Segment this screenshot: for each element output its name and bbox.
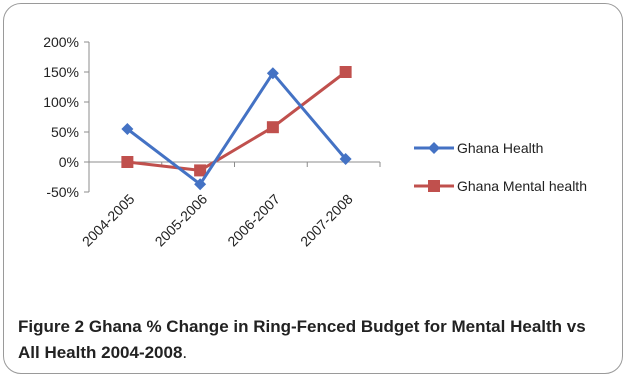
data-point-diamond bbox=[194, 178, 207, 191]
y-tick-label: -50% bbox=[46, 184, 79, 200]
series-line-ghana-mental-health bbox=[127, 70, 347, 172]
figure-label: Figure 2 bbox=[18, 317, 85, 336]
line-chart: 200% 150% 100% 50% 0% -50% 2004-2005 2005-2006… bbox=[43, 34, 587, 250]
data-point-square bbox=[339, 66, 352, 78]
x-tick-label: 2006-2007 bbox=[224, 191, 283, 250]
figure-frame bbox=[3, 3, 623, 374]
x-tick-label: 2007-2008 bbox=[297, 191, 356, 250]
data-point-diamond bbox=[266, 67, 279, 80]
figure-caption: Figure 2 Ghana % Change in Ring-Fenced B… bbox=[18, 314, 608, 366]
data-point-square bbox=[121, 156, 134, 168]
legend-label: Ghana Health bbox=[457, 140, 543, 156]
series-line-ghana-health bbox=[126, 71, 347, 186]
y-tick-label: 200% bbox=[43, 34, 79, 50]
y-tick-label: 150% bbox=[43, 64, 79, 80]
legend-label: Ghana Mental health bbox=[457, 178, 587, 194]
x-tick-label: 2005-2006 bbox=[152, 191, 211, 250]
caption-end: . bbox=[182, 343, 188, 362]
legend-marker-square bbox=[428, 180, 440, 192]
y-tick-label: 50% bbox=[51, 124, 79, 140]
y-tick-label: 0% bbox=[59, 154, 79, 170]
data-point-diamond bbox=[339, 153, 352, 165]
y-tick-label: 100% bbox=[43, 94, 79, 110]
data-point-square bbox=[194, 164, 207, 177]
caption-text: Ghana % Change in Ring-Fenced Budget for… bbox=[18, 317, 586, 362]
data-point-square bbox=[266, 121, 279, 134]
legend-marker-diamond bbox=[428, 142, 440, 154]
data-point-diamond bbox=[121, 123, 134, 135]
x-tick-label: 2004-2005 bbox=[79, 191, 138, 250]
